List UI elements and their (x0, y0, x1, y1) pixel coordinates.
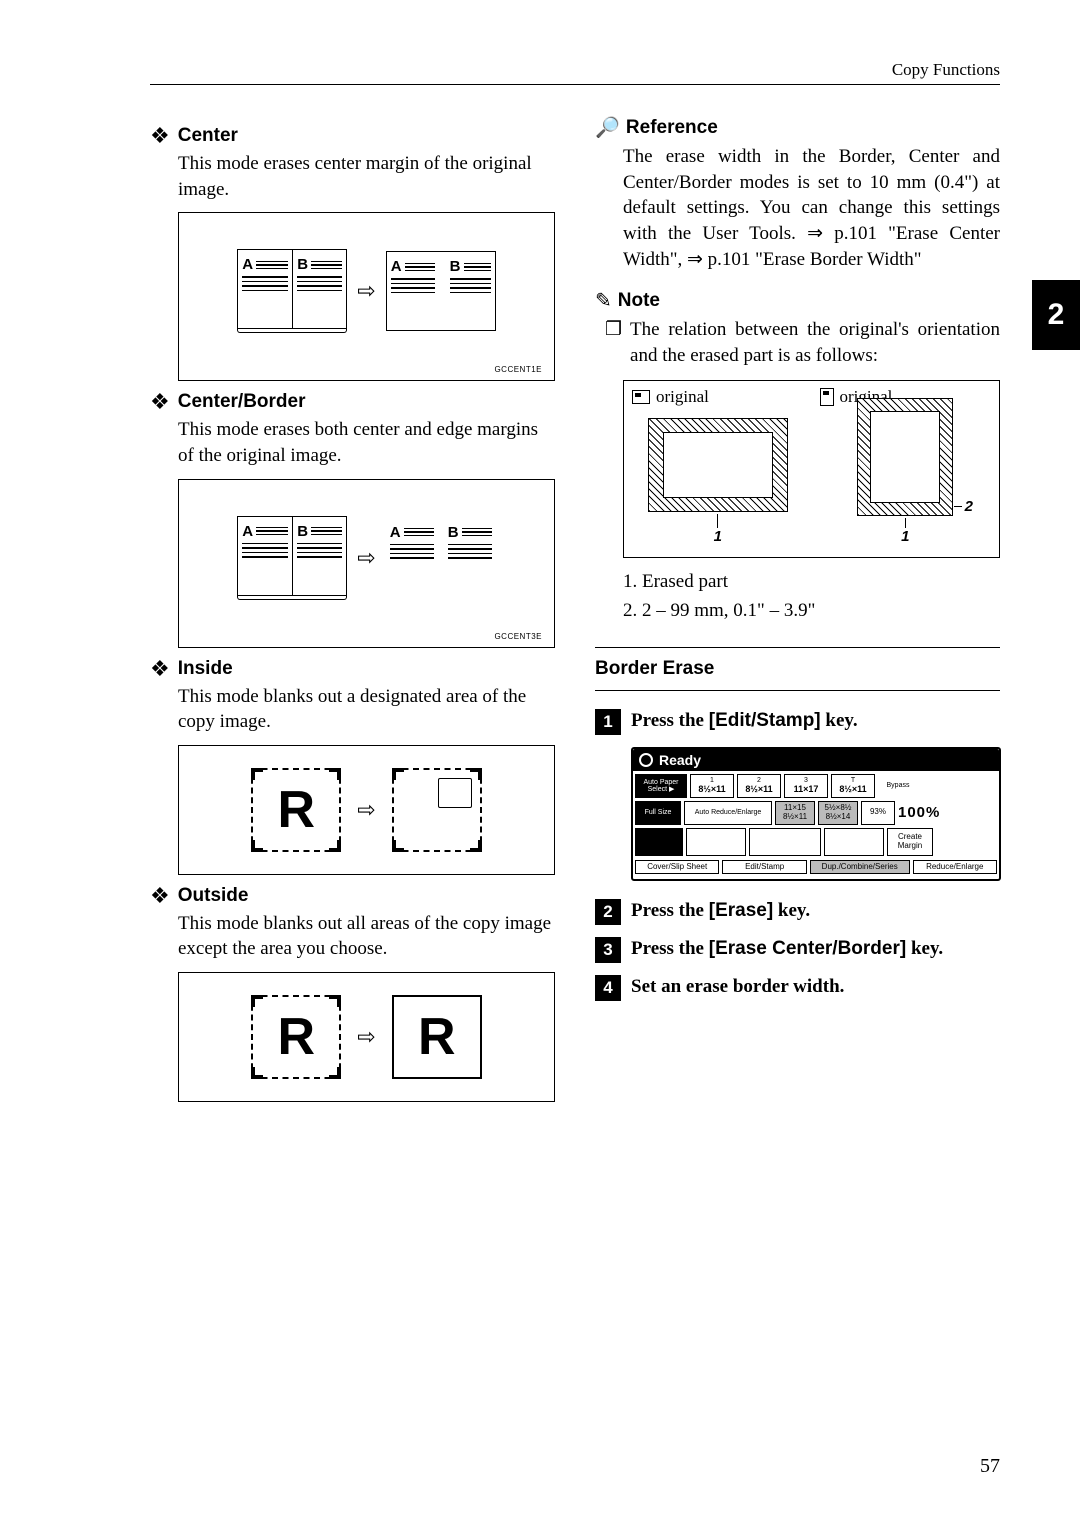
mode-icon-3[interactable] (749, 828, 821, 856)
mode-icon-1[interactable] (635, 828, 683, 856)
step-3-text: Press the [Erase Center/Border] key. (631, 937, 943, 962)
center-figure: A B ⇨ A (178, 212, 555, 381)
autopaper-button[interactable]: Auto Paper Select ▶ (635, 774, 687, 798)
arrow-right-icon: ⇨ (357, 278, 375, 304)
portrait-hatched-icon (857, 398, 953, 516)
center-body: This mode erases center margin of the or… (178, 151, 555, 202)
two-column-layout: ❖ Center This mode erases center margin … (150, 115, 1000, 1108)
outside-result-icon: R (392, 995, 482, 1079)
landscape-label: original (632, 387, 804, 407)
note-title: Note (618, 290, 660, 312)
tray1-button[interactable]: 18½×11 (690, 774, 734, 798)
inside-title: Inside (178, 658, 233, 680)
inside-body: This mode blanks out a designated area o… (178, 684, 555, 735)
book-original-icon: A B (237, 516, 347, 596)
step-3: 3 Press the [Erase Center/Border] key. (595, 937, 1000, 963)
legend-2: 2. 2 – 99 mm, 0.1" – 3.9" (623, 597, 1000, 626)
tray4-button[interactable]: T8½×11 (831, 774, 875, 798)
book-centerborder-erased-icon: A B (386, 518, 496, 598)
center-section-head: ❖ Center (150, 125, 555, 147)
step-number-icon: 4 (595, 975, 621, 1001)
border-erase-heading: Border Erase (595, 647, 1000, 691)
step-1-text: Press the [Edit/Stamp] key. (631, 709, 858, 734)
tab-edit-stamp[interactable]: Edit/Stamp (722, 860, 806, 875)
legend-1: 1. Erased part (623, 568, 1000, 597)
arrow-right-icon: ⇨ (357, 545, 375, 571)
erase-legend: 1. Erased part 2. 2 – 99 mm, 0.1" – 3.9" (623, 568, 1000, 625)
diamond-icon: ❖ (150, 125, 170, 147)
note-head: ✎ Note (595, 288, 1000, 313)
step-2-text: Press the [Erase] key. (631, 899, 810, 924)
note-item-text: The relation between the original's orie… (630, 317, 1000, 368)
tab-dup-combine[interactable]: Dup./Combine/Series (810, 860, 910, 875)
chapter-tab: 2 (1032, 280, 1080, 350)
tab-reduce-enlarge[interactable]: Reduce/Enlarge (913, 860, 997, 875)
step-2: 2 Press the [Erase] key. (595, 899, 1000, 925)
reference-icon: 🔎 (595, 115, 620, 140)
center-figure-caption: GCCENT1E (191, 365, 542, 374)
arrow-right-icon: ⇨ (357, 1024, 375, 1050)
ratio-button[interactable]: 93% (861, 801, 895, 825)
inside-section-head: ❖ Inside (150, 658, 555, 680)
step-number-icon: 2 (595, 899, 621, 925)
centerborder-figure: A B ⇨ A (178, 479, 555, 648)
zoom-percent: 100% (898, 801, 940, 825)
copier-screen: Ready Auto Paper Select ▶ 18½×11 28½×11 … (631, 747, 1001, 881)
inside-result-icon (392, 768, 482, 852)
preset1-button[interactable]: 11×15 8½×11 (775, 801, 815, 825)
step-number-icon: 1 (595, 709, 621, 735)
landscape-icon (632, 390, 650, 404)
reference-title: Reference (626, 117, 718, 139)
mode-icon-4[interactable] (824, 828, 884, 856)
reference-text: The erase width in the Border, Center an… (623, 144, 1000, 272)
book-original-icon: A B (237, 249, 347, 329)
tray3-button[interactable]: 311×17 (784, 774, 828, 798)
note-bullet-icon: ❐ (605, 317, 622, 368)
diamond-icon: ❖ (150, 391, 170, 413)
book-center-erased-icon: A B (386, 251, 496, 331)
reference-head: 🔎 Reference (595, 115, 1000, 140)
portrait-icon (820, 388, 834, 406)
centerborder-figure-caption: GCCENT3E (191, 632, 542, 641)
outside-title: Outside (178, 885, 249, 907)
outside-figure: R ⇨ R (178, 972, 555, 1102)
fullsize-button[interactable]: Full Size (635, 801, 681, 825)
landscape-hatched-icon (648, 418, 788, 512)
diamond-icon: ❖ (150, 885, 170, 907)
note-icon: ✎ (595, 288, 612, 313)
step-4: 4 Set an erase border width. (595, 975, 1000, 1001)
bypass-indicator: Bypass (878, 774, 918, 798)
left-column: ❖ Center This mode erases center margin … (150, 115, 555, 1108)
centerborder-section-head: ❖ Center/Border (150, 391, 555, 413)
page-number: 57 (980, 1455, 1000, 1478)
centerborder-body: This mode erases both center and edge ma… (178, 417, 555, 468)
step-1: 1 Press the [Edit/Stamp] key. (595, 709, 1000, 735)
arrow-right-icon: ⇨ (357, 797, 375, 823)
mode-icon-2[interactable] (686, 828, 746, 856)
right-column: 🔎 Reference The erase width in the Borde… (595, 115, 1000, 1108)
centerborder-title: Center/Border (178, 391, 306, 413)
selection-region-icon: R (251, 995, 341, 1079)
inside-figure: R ⇨ (178, 745, 555, 875)
outside-section-head: ❖ Outside (150, 885, 555, 907)
outside-body: This mode blanks out all areas of the co… (178, 911, 555, 962)
ready-icon (639, 753, 653, 767)
screen-status-bar: Ready (633, 749, 999, 771)
note-list: ❐ The relation between the original's or… (605, 317, 1000, 368)
erase-orientation-figure: original 1 original (623, 380, 1000, 558)
center-title: Center (178, 125, 238, 147)
autoreduce-button[interactable]: Auto Reduce/Enlarge (684, 801, 772, 825)
selection-region-icon: R (251, 768, 341, 852)
diamond-icon: ❖ (150, 658, 170, 680)
page-header: Copy Functions (150, 60, 1000, 85)
tab-cover-slip[interactable]: Cover/Slip Sheet (635, 860, 719, 875)
tray2-button[interactable]: 28½×11 (737, 774, 781, 798)
create-margin-button[interactable]: Create Margin (887, 828, 933, 856)
step-4-text: Set an erase border width. (631, 975, 844, 1000)
preset2-button[interactable]: 5½×8½ 8½×14 (818, 801, 858, 825)
step-number-icon: 3 (595, 937, 621, 963)
